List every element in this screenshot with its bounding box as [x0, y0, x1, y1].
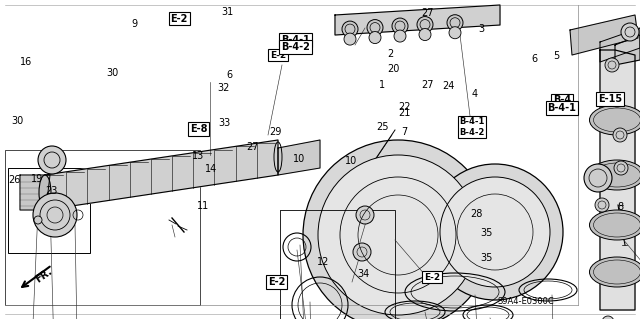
Text: 4: 4: [472, 89, 478, 99]
Text: 27: 27: [246, 142, 259, 152]
Text: 10: 10: [293, 154, 306, 165]
Circle shape: [38, 146, 66, 174]
Text: 23: 23: [45, 186, 58, 197]
Text: B-4: B-4: [553, 95, 571, 106]
Polygon shape: [335, 5, 500, 35]
Ellipse shape: [39, 175, 51, 210]
Circle shape: [318, 155, 478, 315]
Circle shape: [303, 140, 493, 319]
Text: S9A4-E0300C: S9A4-E0300C: [498, 297, 554, 306]
Text: 12: 12: [317, 256, 330, 267]
Text: 35: 35: [480, 228, 493, 238]
Text: E-8: E-8: [189, 124, 207, 134]
Circle shape: [449, 27, 461, 39]
Text: 27: 27: [421, 79, 434, 90]
Text: 35: 35: [480, 253, 493, 263]
Polygon shape: [600, 50, 635, 310]
Circle shape: [367, 19, 383, 36]
Text: 33: 33: [218, 118, 230, 128]
Text: E-2: E-2: [268, 277, 285, 287]
Circle shape: [353, 243, 371, 261]
Text: 7: 7: [401, 127, 408, 137]
Bar: [42, 200, 70, 230]
Polygon shape: [45, 140, 278, 210]
Text: 11: 11: [197, 201, 210, 211]
Text: 29: 29: [269, 127, 282, 137]
Text: 2: 2: [387, 49, 394, 59]
Bar: [280, 210, 395, 319]
Text: 9: 9: [131, 19, 138, 29]
Circle shape: [614, 161, 628, 175]
Polygon shape: [615, 35, 640, 65]
Text: 21: 21: [398, 108, 411, 118]
Text: 6: 6: [226, 70, 232, 80]
Text: 1: 1: [379, 79, 385, 90]
Text: 6: 6: [531, 54, 538, 64]
Circle shape: [342, 21, 358, 37]
Text: FR.: FR.: [34, 266, 54, 284]
Text: 5: 5: [554, 51, 560, 61]
Circle shape: [595, 198, 609, 212]
Circle shape: [33, 193, 77, 237]
Circle shape: [440, 177, 550, 287]
Circle shape: [602, 316, 614, 319]
Circle shape: [610, 93, 624, 107]
Text: 34: 34: [357, 269, 370, 279]
Text: 16: 16: [19, 57, 32, 67]
Circle shape: [369, 32, 381, 44]
Text: 8: 8: [618, 202, 624, 212]
Text: B-4-2: B-4-2: [281, 42, 310, 52]
Text: 27: 27: [421, 8, 434, 19]
Circle shape: [392, 18, 408, 34]
Text: 13: 13: [192, 151, 205, 161]
Ellipse shape: [589, 257, 640, 287]
Text: 3: 3: [478, 24, 484, 34]
Text: 10: 10: [344, 156, 357, 166]
Text: 32: 32: [218, 83, 230, 93]
Circle shape: [613, 128, 627, 142]
Circle shape: [419, 28, 431, 41]
Circle shape: [621, 23, 639, 41]
Circle shape: [344, 33, 356, 45]
Circle shape: [584, 164, 612, 192]
Text: E-2: E-2: [424, 272, 440, 281]
Text: E-2: E-2: [170, 13, 188, 24]
Polygon shape: [20, 175, 50, 210]
Text: 20: 20: [387, 63, 400, 74]
Text: 31: 31: [221, 7, 234, 17]
Text: B-4-1
B-4-2: B-4-1 B-4-2: [460, 117, 484, 137]
Circle shape: [356, 206, 374, 224]
Text: 30: 30: [12, 116, 24, 126]
Ellipse shape: [589, 210, 640, 240]
Ellipse shape: [589, 160, 640, 190]
Text: B-4-1: B-4-1: [281, 35, 310, 45]
Text: 30: 30: [106, 68, 118, 78]
Text: 19: 19: [31, 174, 44, 184]
Text: 28: 28: [470, 209, 483, 219]
Text: 14: 14: [205, 164, 218, 174]
Text: B-4-1: B-4-1: [547, 103, 577, 113]
Text: E-2: E-2: [270, 50, 286, 60]
Ellipse shape: [589, 105, 640, 135]
Circle shape: [447, 15, 463, 31]
Circle shape: [417, 17, 433, 33]
Text: 24: 24: [442, 81, 454, 91]
Polygon shape: [278, 140, 320, 175]
Text: 25: 25: [376, 122, 389, 132]
Circle shape: [605, 58, 619, 72]
Bar: [5, 150, 200, 305]
Circle shape: [34, 216, 42, 224]
Text: 22: 22: [398, 102, 411, 112]
Circle shape: [394, 30, 406, 42]
Text: E-15: E-15: [598, 94, 622, 104]
Circle shape: [427, 164, 563, 300]
Polygon shape: [570, 15, 638, 55]
Text: 26: 26: [8, 175, 20, 185]
Polygon shape: [600, 28, 640, 62]
Bar: [8, 168, 90, 253]
